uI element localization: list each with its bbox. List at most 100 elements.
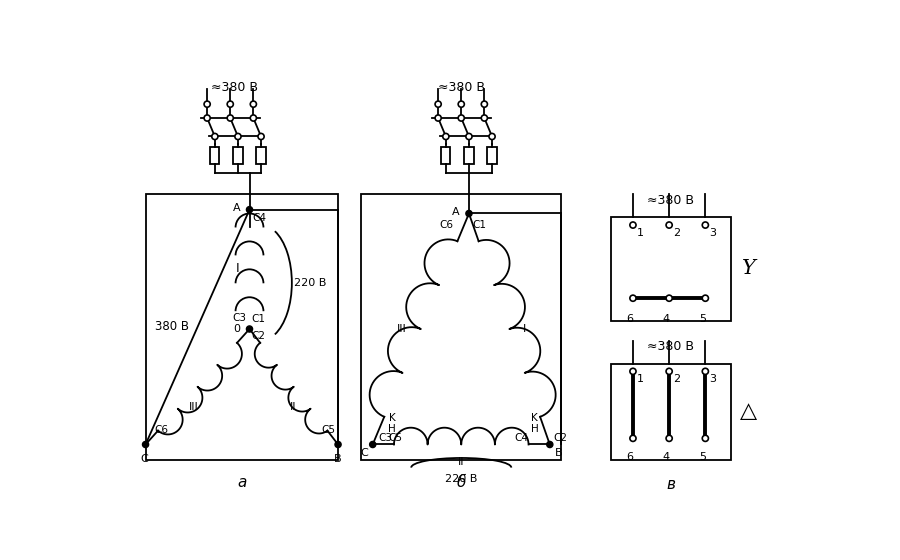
Text: C5: C5 [388,433,402,443]
Text: ≈380 В: ≈380 В [647,340,694,353]
Text: H: H [388,424,396,433]
Circle shape [235,133,241,139]
Text: C: C [360,447,368,458]
Text: I: I [523,324,526,334]
Text: 4: 4 [662,452,670,462]
Text: K: K [389,413,395,423]
Circle shape [666,222,672,228]
Circle shape [466,211,472,217]
Circle shape [247,207,253,213]
Circle shape [482,101,488,107]
Bar [211,147,220,164]
Text: ≈380 В: ≈380 В [211,81,257,94]
Circle shape [458,101,464,107]
Circle shape [212,133,218,139]
Circle shape [702,222,708,228]
Text: C1: C1 [472,220,486,230]
Circle shape [370,441,376,447]
Text: III: III [188,402,198,412]
Circle shape [204,115,211,121]
Text: C: C [140,454,148,464]
Text: I: I [236,263,239,276]
Text: C6: C6 [439,220,454,230]
Text: ≈380 В: ≈380 В [437,81,485,94]
Circle shape [204,101,211,107]
Text: а: а [237,475,247,491]
Circle shape [546,441,553,447]
Text: C3: C3 [379,433,393,443]
Text: K: K [531,413,538,423]
Text: 6: 6 [626,314,634,324]
Text: 3: 3 [709,228,716,238]
Text: 5: 5 [698,452,706,462]
Circle shape [630,295,636,301]
Circle shape [666,435,672,441]
Text: 1: 1 [637,375,643,384]
Text: ≈380 В: ≈380 В [647,194,694,207]
Circle shape [482,115,488,121]
Bar [464,147,473,164]
Circle shape [250,101,256,107]
Circle shape [702,295,708,301]
Text: H: H [530,424,538,433]
Circle shape [630,435,636,441]
Circle shape [142,441,148,447]
Text: 2: 2 [673,375,680,384]
Bar [256,147,266,164]
Bar [146,194,338,460]
Text: III: III [397,324,407,334]
Text: 6: 6 [626,452,634,462]
Text: 3: 3 [709,375,716,384]
Text: 2: 2 [673,228,680,238]
Circle shape [666,295,672,301]
Circle shape [335,441,341,447]
Text: A: A [232,203,240,213]
Bar [233,147,243,164]
Circle shape [247,326,253,332]
Bar [361,194,562,460]
Text: C3: C3 [232,313,247,323]
Circle shape [227,101,233,107]
Circle shape [435,101,441,107]
Text: 380 В: 380 В [155,320,189,333]
Bar [611,363,731,460]
Text: B: B [554,447,562,458]
Text: б: б [456,475,466,491]
Text: C5: C5 [321,425,335,435]
Text: C4: C4 [514,433,528,443]
Circle shape [630,222,636,228]
Circle shape [466,133,472,139]
Text: 4: 4 [662,314,670,324]
Text: Y: Y [742,259,755,278]
Text: A: A [452,207,460,217]
Text: 0: 0 [233,324,240,334]
Circle shape [630,368,636,375]
Circle shape [227,115,233,121]
Text: C2: C2 [252,332,266,341]
Text: II: II [290,402,297,412]
Text: в: в [666,477,675,492]
Circle shape [435,115,441,121]
Circle shape [458,115,464,121]
Circle shape [443,133,449,139]
Circle shape [489,133,495,139]
Circle shape [250,115,256,121]
Text: B: B [334,454,342,464]
Text: 1: 1 [637,228,643,238]
Circle shape [702,368,708,375]
Circle shape [666,368,672,375]
Text: C2: C2 [553,433,567,443]
Circle shape [702,435,708,441]
Bar [441,147,451,164]
Text: C1: C1 [252,314,266,324]
Text: C6: C6 [155,425,169,435]
Text: 220 В: 220 В [294,278,327,288]
Bar [611,217,731,321]
Text: C4: C4 [253,213,266,223]
Circle shape [258,133,264,139]
Text: 5: 5 [698,314,706,324]
Text: △: △ [740,402,757,421]
Bar [488,147,497,164]
Text: 220 В: 220 В [446,474,477,484]
Text: II: II [458,457,464,467]
